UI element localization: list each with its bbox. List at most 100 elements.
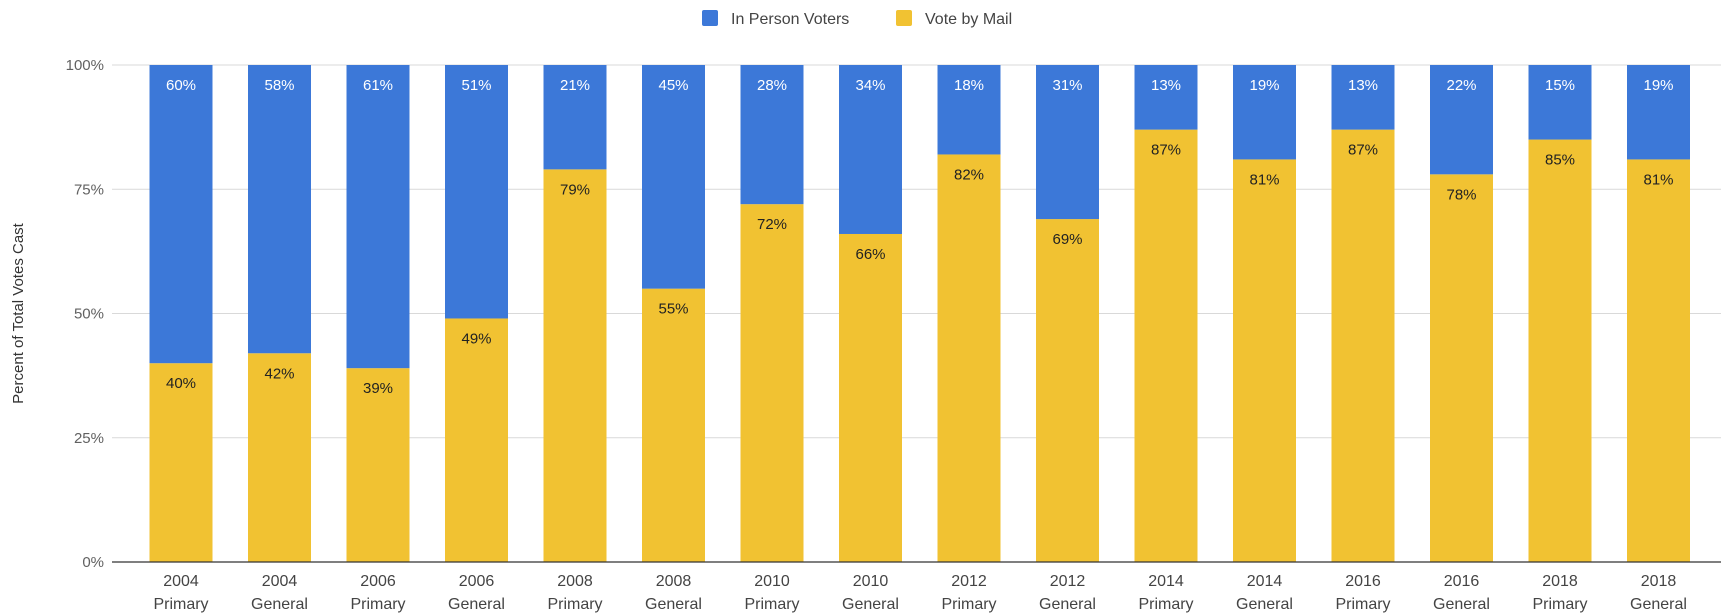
data-label-vote-by-mail: 82% — [954, 166, 984, 183]
data-label-vote-by-mail: 40% — [166, 375, 196, 392]
bar-in-person — [1233, 65, 1296, 160]
bar-in-person — [839, 65, 902, 234]
x-tick-label-type: General — [1039, 596, 1096, 613]
x-tick-label-type: General — [448, 596, 505, 613]
bar-vote-by-mail — [248, 353, 311, 562]
legend-swatch — [896, 10, 912, 26]
y-tick-label: 75% — [74, 181, 104, 198]
data-label-in-person: 18% — [954, 77, 984, 94]
bar-in-person — [740, 65, 804, 205]
x-tick-label-type: General — [842, 596, 899, 613]
data-label-vote-by-mail: 78% — [1446, 186, 1476, 203]
x-tick-label-year: 2012 — [1050, 573, 1086, 590]
legend-label: In Person Voters — [731, 11, 849, 28]
x-tick-label-type: Primary — [1335, 596, 1390, 613]
bar-vote-by-mail — [1627, 159, 1690, 562]
bar-in-person — [1627, 65, 1690, 160]
x-tick-label-year: 2016 — [1345, 573, 1381, 590]
x-axis-ticks: 2004 Primary 2004 General 2006 Primary 2006 Gen… — [153, 573, 1687, 613]
data-label-vote-by-mail: 81% — [1249, 171, 1279, 188]
x-tick-label-type: Primary — [547, 596, 602, 613]
data-label-vote-by-mail: 72% — [757, 216, 787, 233]
x-tick-label-type: Primary — [153, 596, 208, 613]
bar-vote-by-mail — [1134, 129, 1198, 563]
x-tick-label-year: 2004 — [262, 573, 298, 590]
x-tick-label-type: General — [1236, 596, 1293, 613]
data-label-vote-by-mail: 85% — [1545, 152, 1575, 169]
data-label-vote-by-mail: 66% — [855, 246, 885, 263]
bar-in-person — [642, 65, 705, 289]
y-axis-ticks: 0% 25% 50% 75% 100% — [66, 57, 104, 571]
y-tick-label: 100% — [66, 57, 104, 74]
data-label-in-person: 21% — [560, 77, 590, 94]
x-tick-label-year: 2004 — [163, 573, 199, 590]
data-label-vote-by-mail: 79% — [560, 181, 590, 198]
y-tick-label: 50% — [74, 306, 104, 323]
y-tick-label: 25% — [74, 430, 104, 447]
bar-vote-by-mail — [1430, 174, 1493, 562]
data-label-vote-by-mail: 69% — [1052, 231, 1082, 248]
x-tick-label-year: 2006 — [360, 573, 396, 590]
bar-vote-by-mail — [740, 204, 804, 562]
data-label-in-person: 19% — [1249, 77, 1279, 94]
bar-vote-by-mail — [346, 368, 410, 562]
bar-in-person — [937, 65, 1001, 155]
data-label-in-person: 60% — [166, 77, 196, 94]
bar-in-person — [149, 65, 213, 364]
x-tick-label-type: General — [1433, 596, 1490, 613]
data-label-in-person: 31% — [1052, 77, 1082, 94]
legend: In Person Voters Vote by Mail — [702, 10, 1012, 28]
x-tick-label-year: 2016 — [1444, 573, 1480, 590]
data-label-in-person: 51% — [461, 77, 491, 94]
data-label-in-person: 19% — [1643, 77, 1673, 94]
x-tick-label-type: Primary — [1138, 596, 1193, 613]
bar-vote-by-mail — [543, 169, 607, 562]
bar-in-person — [543, 65, 607, 170]
bar-vote-by-mail — [445, 318, 508, 562]
y-tick-label: 0% — [82, 554, 104, 571]
x-tick-label-type: General — [645, 596, 702, 613]
x-tick-label-year: 2018 — [1542, 573, 1578, 590]
bar-in-person — [1036, 65, 1099, 220]
x-tick-label-type: General — [251, 596, 308, 613]
bar-vote-by-mail — [937, 154, 1001, 562]
x-tick-label-type: Primary — [350, 596, 405, 613]
y-axis-label: Percent of Total Votes Cast — [10, 222, 27, 403]
data-label-in-person: 15% — [1545, 77, 1575, 94]
data-label-vote-by-mail: 55% — [658, 301, 688, 318]
x-tick-label-type: Primary — [1532, 596, 1587, 613]
bar-vote-by-mail — [642, 288, 705, 562]
bar-in-person — [346, 65, 410, 369]
x-tick-label-year: 2008 — [557, 573, 593, 590]
bar-vote-by-mail — [1036, 219, 1099, 562]
x-tick-label-year: 2014 — [1247, 573, 1283, 590]
x-tick-label-type: General — [1630, 596, 1687, 613]
x-tick-label-year: 2012 — [951, 573, 987, 590]
data-label-in-person: 58% — [264, 77, 294, 94]
x-tick-label-year: 2010 — [754, 573, 790, 590]
data-label-in-person: 22% — [1446, 77, 1476, 94]
x-tick-label-year: 2014 — [1148, 573, 1184, 590]
x-tick-label-type: Primary — [744, 596, 799, 613]
data-label-vote-by-mail: 39% — [363, 380, 393, 397]
data-label-vote-by-mail: 42% — [264, 365, 294, 382]
bar-vote-by-mail — [1233, 159, 1296, 562]
bar-in-person — [248, 65, 311, 354]
x-tick-label-year: 2008 — [656, 573, 692, 590]
bar-in-person — [1430, 65, 1493, 175]
data-label-vote-by-mail: 81% — [1643, 171, 1673, 188]
data-label-in-person: 13% — [1151, 77, 1181, 94]
x-tick-label-year: 2018 — [1641, 573, 1677, 590]
legend-label: Vote by Mail — [925, 11, 1012, 28]
data-label-vote-by-mail: 49% — [461, 330, 491, 347]
bars: 60% 40% 58% 42% 61% 39% 51% 49% 21% 79% 45% 55% 28% 7… — [149, 65, 1690, 563]
bar-vote-by-mail — [149, 363, 213, 562]
legend-swatch — [702, 10, 718, 26]
data-label-in-person: 13% — [1348, 77, 1378, 94]
data-label-in-person: 45% — [658, 77, 688, 94]
bar-in-person — [1331, 65, 1395, 130]
bar-in-person — [445, 65, 508, 319]
data-label-in-person: 34% — [855, 77, 885, 94]
bar-in-person — [1134, 65, 1198, 130]
